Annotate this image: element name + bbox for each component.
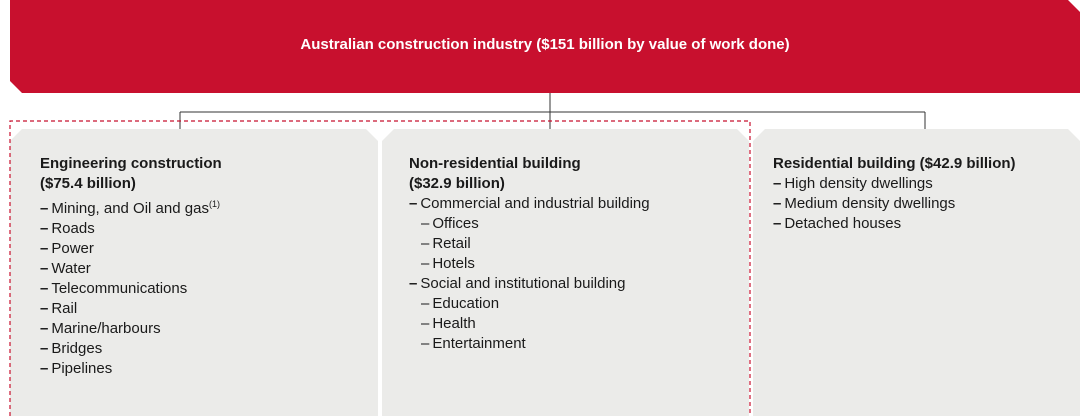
bullet: –	[40, 320, 49, 337]
bullet: –	[421, 215, 430, 232]
bullet: –	[40, 340, 49, 357]
column-title: ($32.9 billion)	[409, 175, 505, 192]
bullet: –	[40, 280, 49, 297]
item-text: Retail	[432, 235, 471, 252]
bullet: –	[421, 295, 430, 312]
list-item: – Commercial and industrial building	[409, 194, 650, 214]
item-text: Offices	[432, 215, 479, 232]
box	[753, 129, 1080, 416]
list-item: – Telecommunications	[40, 279, 222, 299]
list-item: – Health	[409, 314, 650, 334]
list-item: – Mining, and Oil and gas(1)	[40, 194, 222, 219]
item-text: Roads	[51, 220, 95, 237]
list-item: – Entertainment	[409, 334, 650, 354]
item-text: Medium density dwellings	[784, 195, 956, 212]
column: Non-residential building ($32.9 billion) –…	[409, 154, 650, 354]
dashed-outline	[9, 120, 751, 416]
list-item: – Power	[40, 239, 222, 259]
bullet: –	[40, 240, 49, 257]
list-item: – Medium density dwellings	[773, 194, 1016, 214]
item-text: High density dwellings	[784, 175, 933, 192]
bullet: –	[40, 300, 49, 317]
item-text: Entertainment	[432, 335, 526, 352]
item-text: Detached houses	[784, 215, 902, 232]
list-item: – Hotels	[409, 254, 650, 274]
column: Engineering construction ($75.4 billion) –…	[40, 154, 222, 379]
bullet: –	[421, 335, 430, 352]
bullet: –	[409, 275, 418, 292]
list-item: – Bridges	[40, 339, 222, 359]
list-item: – Rail	[40, 299, 222, 319]
bullet: –	[773, 215, 782, 232]
item-text: Marine/harbours	[51, 320, 161, 337]
list-item: – Detached houses	[773, 214, 1016, 234]
footnote-ref: (1)	[208, 199, 220, 209]
item-text: Water	[51, 260, 91, 277]
list-item: – Roads	[40, 219, 222, 239]
bullet: –	[40, 220, 49, 237]
list-item: – Retail	[409, 234, 650, 254]
bullet: –	[409, 195, 418, 212]
bullet: –	[421, 255, 430, 272]
header-banner	[10, 0, 1080, 93]
item-text: Mining, and Oil and gas	[51, 200, 209, 217]
bullet: –	[773, 195, 782, 212]
list-item: – Marine/harbours	[40, 319, 222, 339]
item-text: Pipelines	[51, 360, 113, 377]
item-text: Social and institutional building	[420, 275, 626, 292]
bullet: –	[421, 235, 430, 252]
item-text: Rail	[51, 300, 78, 317]
item-text: Health	[432, 315, 476, 332]
list-item: – Offices	[409, 214, 650, 234]
header-title: Australian construction industry ($151 b…	[300, 36, 790, 53]
column-title: Non-residential building	[409, 155, 581, 172]
list-item: – Social and institutional building	[409, 274, 650, 294]
list-item: – Education	[409, 294, 650, 314]
box	[10, 129, 378, 416]
list-item: – Water	[40, 259, 222, 279]
bullet: –	[40, 260, 49, 277]
bullet: –	[773, 175, 782, 192]
column: Residential building ($42.9 billion) – Hig…	[773, 154, 1016, 234]
list-item: – Pipelines	[40, 359, 222, 379]
item-text: Education	[432, 295, 500, 312]
column-title: Residential building ($42.9 billion)	[773, 155, 1016, 172]
bullet: –	[40, 360, 49, 377]
item-text: Power	[51, 240, 94, 257]
item-text: Bridges	[51, 340, 103, 357]
item-text: Commercial and industrial building	[420, 195, 650, 212]
item-text: Telecommunications	[51, 280, 188, 297]
column-title: ($75.4 billion)	[40, 175, 136, 192]
item-text: Hotels	[432, 255, 475, 272]
bullet: –	[421, 315, 430, 332]
bullet: –	[40, 200, 49, 217]
list-item: – High density dwellings	[773, 174, 1016, 194]
column-title: Engineering construction	[40, 155, 222, 172]
box	[382, 129, 749, 416]
